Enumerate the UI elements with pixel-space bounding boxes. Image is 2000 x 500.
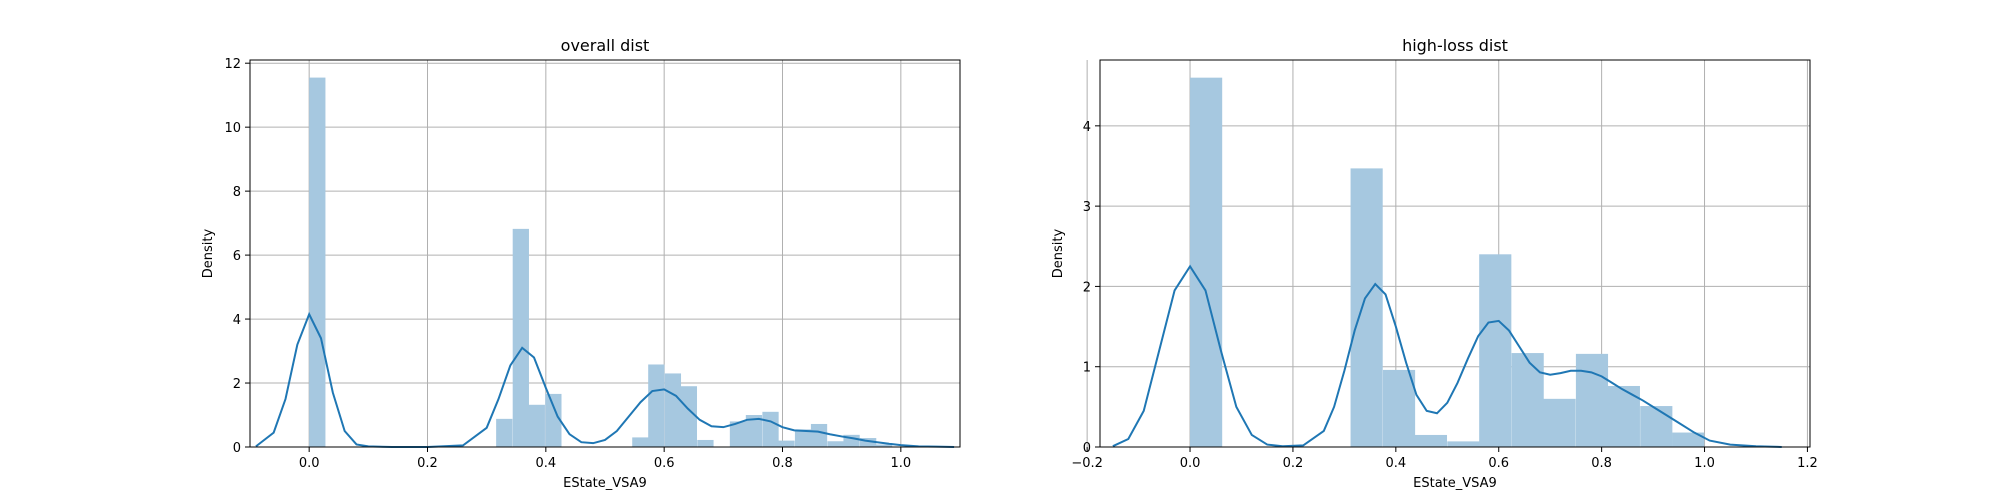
x-tick-label: 0.2 — [1283, 456, 1304, 471]
histogram-bar — [545, 393, 562, 447]
histogram-bar — [745, 415, 763, 447]
histogram-bars — [1190, 77, 1705, 447]
y-tick-label: 12 — [224, 57, 241, 72]
histogram-bar — [680, 386, 698, 447]
histogram-bar — [810, 423, 828, 447]
histogram-bar — [827, 441, 844, 447]
y-tick-label: 0 — [233, 441, 241, 456]
high-loss-dist-chart: −0.2 0.0 0.2 0.4 0.6 0.8 1.0 1.2 0 1 2 3 4 high-los… — [1051, 36, 1818, 491]
x-tick-label: 0.4 — [1385, 456, 1406, 471]
histogram-bar — [309, 77, 326, 447]
y-tick-label: 3 — [1083, 200, 1091, 215]
y-tick-label: 4 — [1083, 120, 1091, 135]
histogram-bar — [875, 444, 893, 447]
axes-frame — [249, 59, 961, 448]
histogram-bar — [762, 411, 779, 447]
x-tick-label: 0.0 — [1180, 456, 1201, 471]
y-tick-label: 8 — [233, 185, 241, 200]
x-ticks: 0.0 0.2 0.4 0.6 0.8 1.0 — [299, 447, 911, 471]
histogram-bar — [1350, 168, 1383, 447]
histogram-bar — [648, 364, 665, 447]
histogram-bar — [794, 429, 812, 447]
y-tick-label: 2 — [233, 377, 241, 392]
histogram-bar — [496, 418, 513, 447]
histogram-bar — [697, 439, 714, 447]
x-tick-label: 0.8 — [1591, 456, 1612, 471]
x-tick-label: 0.6 — [654, 456, 675, 471]
y-axis-label: Density — [201, 228, 216, 278]
y-tick-label: 6 — [233, 249, 241, 264]
y-axis-label: Density — [1051, 228, 1066, 278]
histogram-bar — [1543, 398, 1576, 447]
y-tick-label: 0 — [1083, 441, 1091, 456]
histogram-bar — [729, 421, 747, 447]
histogram-bar — [632, 437, 649, 447]
axes-frame — [1099, 59, 1811, 448]
y-tick-label: 10 — [224, 121, 241, 136]
histogram-bar — [664, 373, 682, 447]
y-ticks: 0 2 4 6 8 10 12 — [224, 57, 250, 456]
histogram-bars — [309, 77, 893, 447]
histogram-bar — [860, 438, 877, 447]
x-tick-label: 0.8 — [772, 456, 793, 471]
kde-curve — [1112, 264, 1782, 448]
x-tick-label: 1.0 — [1694, 456, 1715, 471]
x-tick-label: −0.2 — [1071, 456, 1103, 471]
y-tick-label: 2 — [1083, 280, 1091, 295]
histogram-bar — [528, 404, 545, 447]
x-axis-label: EState_VSA9 — [1413, 476, 1497, 491]
x-ticks: −0.2 0.0 0.2 0.4 0.6 0.8 1.0 1.2 — [1071, 447, 1818, 471]
chart-title: overall dist — [561, 36, 650, 55]
y-tick-label: 4 — [233, 313, 241, 328]
x-tick-label: 0.0 — [299, 456, 320, 471]
grid-lines — [250, 60, 960, 448]
x-tick-label: 0.2 — [417, 456, 438, 471]
y-tick-label: 1 — [1083, 361, 1091, 376]
histogram-bar — [1447, 441, 1480, 447]
histogram-bar — [1511, 353, 1544, 447]
histogram-bar — [1190, 77, 1223, 447]
x-axis-label: EState_VSA9 — [563, 476, 647, 491]
histogram-bar — [1672, 432, 1705, 447]
kde-curve — [255, 311, 955, 448]
histogram-bar — [1414, 434, 1448, 447]
histogram-bar — [1640, 406, 1673, 447]
histogram-bar — [1479, 254, 1512, 447]
histogram-bar — [1575, 353, 1609, 447]
x-tick-label: 1.2 — [1797, 456, 1818, 471]
x-tick-label: 0.6 — [1488, 456, 1509, 471]
x-tick-label: 0.4 — [535, 456, 556, 471]
histogram-bar — [778, 440, 795, 447]
overall-dist-chart: 0.0 0.2 0.4 0.6 0.8 1.0 0 2 4 6 8 10 12 overall dis… — [201, 36, 961, 491]
histogram-bar — [512, 228, 529, 447]
y-ticks: 0 1 2 3 4 — [1083, 120, 1100, 456]
histogram-bar — [1382, 369, 1416, 447]
x-tick-label: 1.0 — [890, 456, 911, 471]
chart-title: high-loss dist — [1402, 36, 1508, 55]
